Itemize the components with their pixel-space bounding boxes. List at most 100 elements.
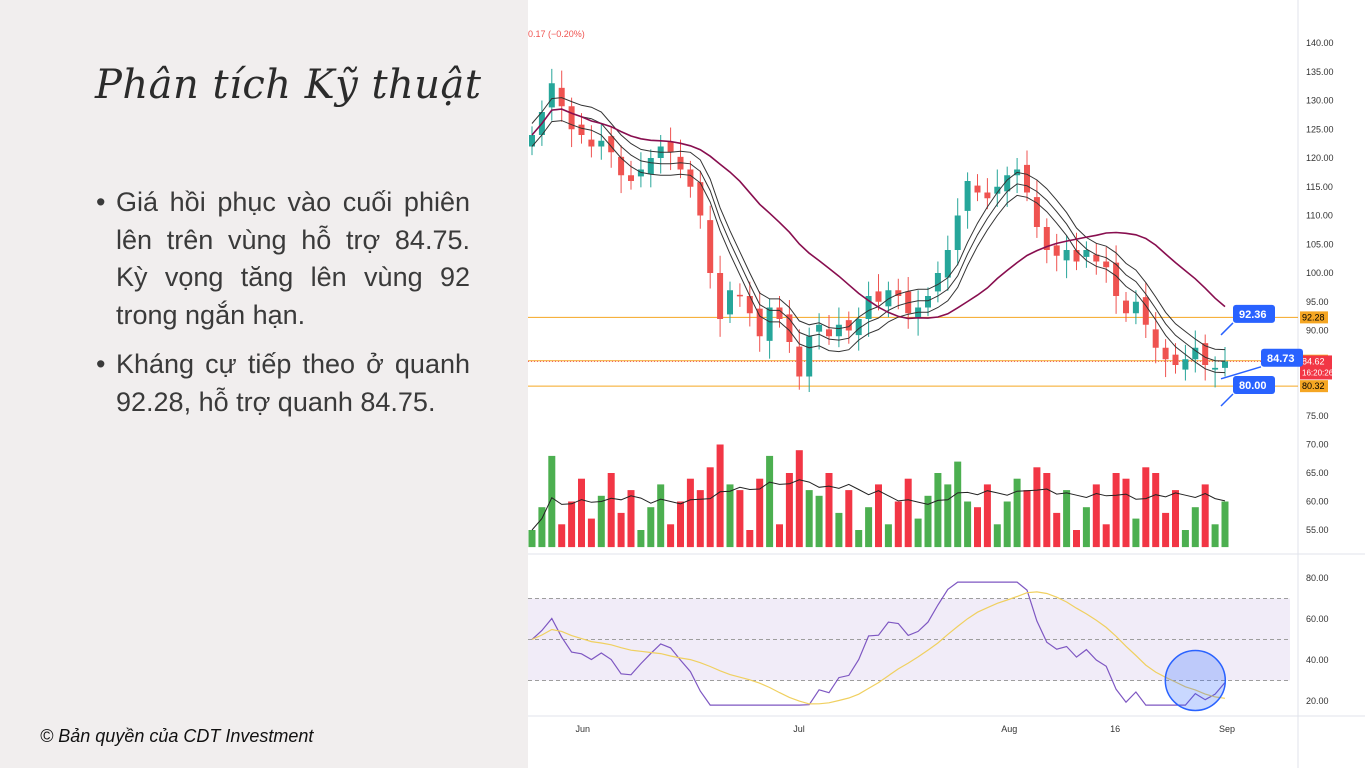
volume-bar	[548, 455, 556, 548]
price-tick-label: 105.00	[1306, 239, 1334, 249]
candle-body	[1202, 343, 1209, 365]
bullet-item: • Kháng cự tiếp theo ở quanh 92.28, hỗ tr…	[96, 346, 470, 421]
volume-bar	[1043, 473, 1051, 548]
volume-bar	[1102, 524, 1110, 548]
volume-bar	[855, 530, 863, 548]
candle-body	[568, 106, 575, 130]
volume-bar	[1122, 478, 1130, 548]
x-tick-label: Jun	[576, 724, 591, 734]
x-tick-label: Aug	[1001, 724, 1017, 734]
candle-body	[1093, 254, 1100, 262]
candle-body	[984, 192, 991, 199]
candle-body	[1162, 347, 1169, 360]
price-callout-pointer	[1220, 322, 1234, 336]
bullet-dot: •	[96, 187, 106, 217]
x-tick-label: Jul	[793, 724, 805, 734]
volume-bar	[1211, 524, 1219, 548]
price-tick-label: 90.00	[1306, 326, 1329, 336]
volume-bar	[894, 501, 902, 548]
volume-moving-average	[531, 479, 1226, 531]
rsi-line	[531, 581, 1226, 706]
volume-bar	[1013, 478, 1021, 548]
candle-body	[816, 324, 823, 332]
volume-bar	[696, 490, 704, 548]
volume-bar	[1162, 512, 1170, 548]
volume-bar	[677, 501, 684, 548]
candle-body	[786, 314, 793, 342]
candle-body	[529, 135, 535, 147]
current-price-tag	[1300, 355, 1332, 380]
volume-bar	[1201, 484, 1209, 548]
volume-bar	[1082, 507, 1090, 548]
candle-body	[1073, 250, 1080, 262]
volume-bar	[914, 518, 922, 548]
long-moving-average	[531, 108, 1226, 320]
candle-body	[697, 182, 704, 216]
candle-body	[1004, 175, 1011, 192]
volume-bar	[934, 473, 942, 548]
volume-bar	[528, 530, 536, 548]
volume-bar	[904, 478, 912, 548]
candle-body	[1083, 250, 1090, 257]
volume-bar	[686, 478, 694, 548]
price-tick-label: 115.00	[1306, 182, 1333, 192]
price-tick-label: 125.00	[1306, 124, 1334, 134]
volume-bar	[538, 507, 546, 548]
volume-bar	[776, 524, 783, 548]
volume-tick-label: 75.00	[1306, 411, 1329, 421]
volume-bar	[875, 484, 882, 548]
rsi-moving-average	[531, 591, 1226, 705]
candle-body	[736, 294, 743, 297]
candle-body	[628, 175, 634, 181]
volume-bar	[1181, 530, 1189, 548]
bullet-text: Kháng cự tiếp theo ở quanh 92.28, hỗ trợ…	[116, 349, 470, 417]
bullet-text: Giá hồi phục vào cuối phiên lên trên vùn…	[116, 187, 470, 330]
price-callout-box	[1233, 304, 1275, 323]
candle-body	[548, 83, 555, 108]
price-callout-box	[1233, 376, 1275, 394]
x-tick-label: 16	[1110, 724, 1120, 734]
volume-bar	[736, 490, 744, 548]
volume-bar	[835, 512, 843, 548]
volume-bar	[568, 501, 576, 548]
rsi-tick-label: 40.00	[1306, 655, 1329, 665]
candle-body	[637, 169, 644, 177]
candle-body	[1222, 361, 1228, 368]
volume-bar	[1053, 512, 1061, 548]
volume-bar	[1073, 530, 1080, 548]
candle-body	[826, 329, 832, 337]
volume-bar	[627, 490, 635, 548]
stock-chart-panel[interactable]: 0.17 (−0.20%) 140.00 135.00 130.00 125.00 120…	[528, 0, 1365, 768]
volume-bar	[667, 524, 675, 548]
current-price-label: 84.62	[1302, 356, 1325, 366]
price-callout-box	[1261, 348, 1303, 367]
volume-bar	[1033, 467, 1041, 548]
candle-body	[845, 320, 852, 331]
candle-body	[885, 290, 892, 307]
volume-bar	[597, 495, 605, 548]
volume-bar	[865, 507, 873, 548]
change-readout: 0.17 (−0.20%)	[528, 29, 585, 39]
slide-text-panel: Phân tích Kỹ thuật • Giá hồi phục vào cuố…	[0, 0, 528, 768]
volume-bar	[1152, 473, 1160, 548]
price-tick-label: 100.00	[1306, 268, 1334, 278]
envelope-band-line	[531, 120, 1226, 374]
volume-bar	[1003, 501, 1011, 548]
price-tick-label: 140.00	[1306, 38, 1334, 48]
copyright-notice: © Bản quyền của CDT Investment	[40, 726, 314, 746]
candle-body	[1033, 197, 1040, 227]
candle-body	[558, 87, 565, 107]
stock-chart[interactable]: 0.17 (−0.20%) 140.00 135.00 130.00 125.00 120…	[528, 0, 1365, 768]
volume-bar	[617, 512, 625, 548]
price-tick-label: 110.00	[1306, 211, 1333, 221]
volume-bar	[924, 495, 932, 548]
candle-body	[608, 136, 615, 153]
price-tick-label: 120.00	[1306, 153, 1334, 163]
candle-body	[618, 156, 625, 176]
candle-body	[1212, 367, 1219, 370]
volume-bar	[1172, 490, 1179, 548]
candle-body	[855, 319, 862, 336]
candle-body	[598, 140, 605, 147]
volume-bar	[815, 495, 823, 548]
candle-body	[994, 186, 1001, 194]
